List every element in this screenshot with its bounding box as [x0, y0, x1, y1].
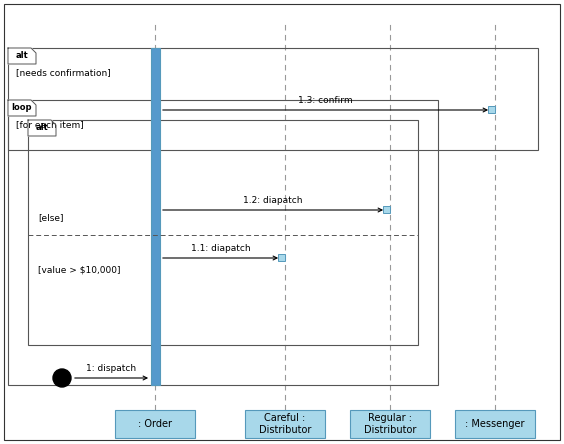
Text: Careful :
Distributor: Careful : Distributor — [259, 413, 311, 435]
Bar — [487, 107, 495, 114]
Polygon shape — [28, 120, 56, 136]
Text: Regular :
Distributor: Regular : Distributor — [364, 413, 416, 435]
Polygon shape — [8, 100, 36, 116]
Text: 1.2: diapatch: 1.2: diapatch — [243, 196, 303, 205]
Text: [for each item]: [for each item] — [16, 120, 83, 129]
Bar — [382, 206, 390, 214]
Polygon shape — [8, 48, 36, 64]
Text: alt: alt — [36, 123, 49, 132]
Text: [value > $10,000]: [value > $10,000] — [38, 266, 121, 274]
Text: : Messenger: : Messenger — [465, 419, 525, 429]
Text: : Order: : Order — [138, 419, 172, 429]
Text: [needs confirmation]: [needs confirmation] — [16, 68, 111, 77]
Text: [else]: [else] — [38, 214, 64, 222]
Text: 1.1: diapatch: 1.1: diapatch — [191, 244, 250, 253]
Text: 1: dispatch: 1: dispatch — [86, 364, 136, 373]
Bar — [115, 410, 195, 438]
Bar — [245, 410, 325, 438]
Text: loop: loop — [12, 103, 32, 112]
Bar — [8, 48, 538, 150]
Text: 1.3: confirm: 1.3: confirm — [298, 96, 353, 105]
Bar — [28, 120, 418, 345]
Text: alt: alt — [16, 52, 28, 60]
Bar — [350, 410, 430, 438]
Bar — [8, 100, 438, 385]
Bar — [151, 48, 160, 385]
Bar — [277, 254, 284, 262]
Bar — [455, 410, 535, 438]
Circle shape — [53, 369, 71, 387]
